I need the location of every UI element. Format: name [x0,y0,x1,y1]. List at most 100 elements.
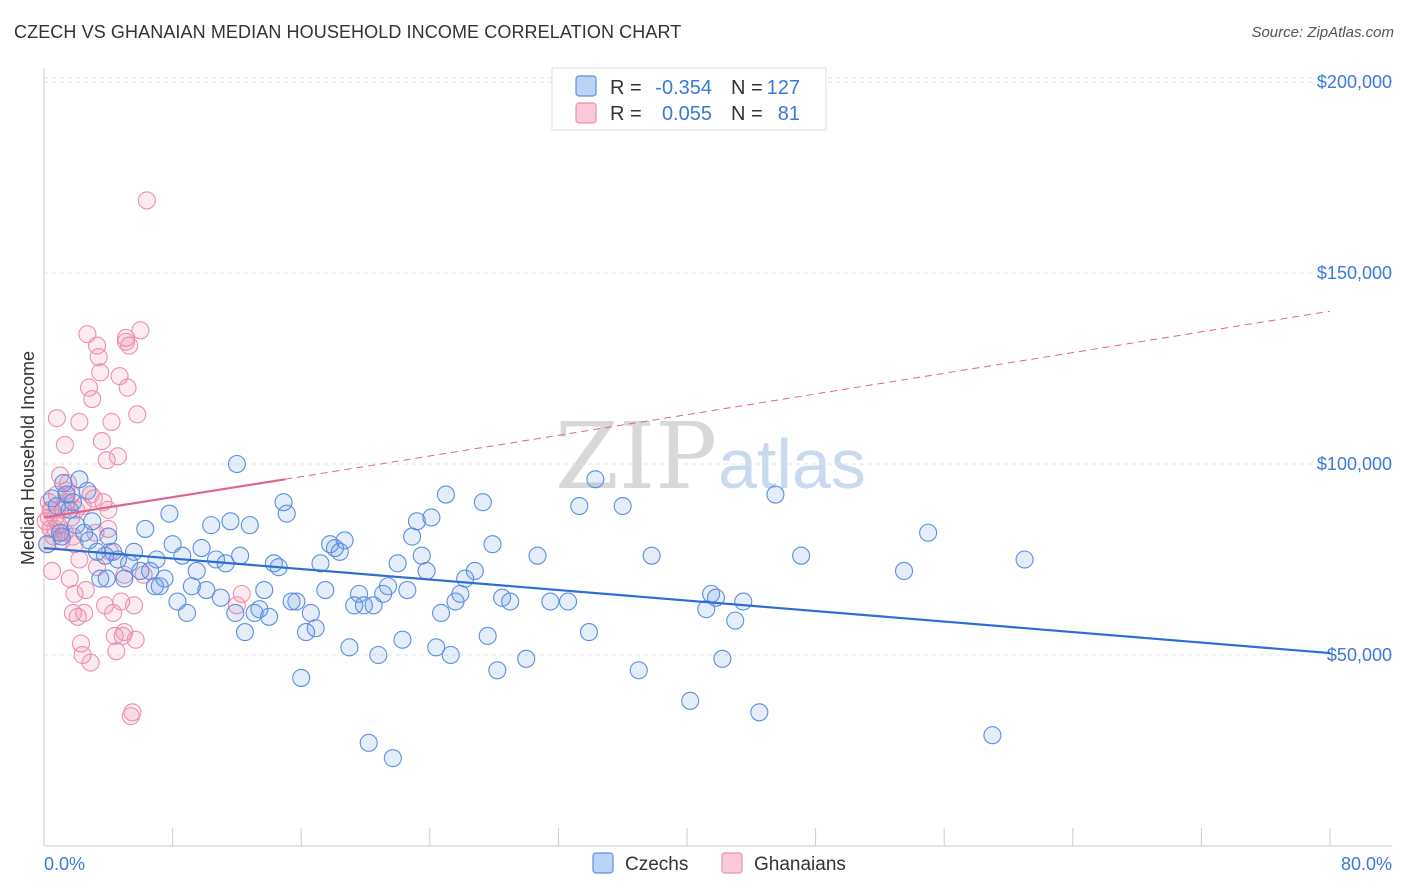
czechs-point [629,661,648,680]
czechs-point [221,512,240,531]
series-legend: Czechs Ghanaians [592,852,846,875]
czechs-point [1015,550,1034,569]
czechs-point [681,691,700,710]
czechs-point [63,493,82,512]
ghanaians-point [83,390,102,409]
legend-r-value-ghanaians: 0.055 [662,103,712,125]
czechs-point [202,516,221,535]
czechs-point [296,623,316,642]
legend-box [551,67,827,131]
czechs-point [187,561,206,581]
legend-r-label-czechs: R = [610,77,642,99]
ghanaians-point [70,412,89,432]
czechs-point [345,596,364,615]
czechs-point [240,516,259,535]
czechs-point [483,535,502,554]
czechs-point [211,588,230,607]
czechs-point [393,630,412,649]
czechs-point [417,561,436,581]
czechs-point [330,542,349,561]
ghanaians-point [227,596,246,615]
czechs-point [136,519,155,538]
ghanaians-point [76,581,95,600]
czechs-point [206,550,226,569]
czechs-point [97,569,116,588]
ghanaians-point [55,435,74,454]
czechs-point [316,581,335,600]
ghanaians-point [47,409,66,428]
chart-title: CZECH VS GHANAIAN MEDIAN HOUSEHOLD INCOM… [14,22,682,42]
series-legend-swatch-czechs [592,852,614,874]
czechs-point [766,485,785,504]
czechs-point [259,607,279,626]
czechs-point [155,569,174,588]
czechs-point [292,668,311,687]
y-tick-label-50k: $50,000 [1327,645,1392,665]
czechs-point [311,554,330,573]
legend-n-value-czechs: 127 [767,77,800,99]
czechs-point [579,623,598,642]
czechs-point [465,561,484,581]
czechs-point [398,581,417,600]
czechs-point [340,638,359,657]
czechs-point [350,584,369,603]
czechs-point [541,592,560,611]
czechs-point [277,504,296,523]
ghanaians-point [70,550,89,569]
trend-lines [43,310,1331,655]
czechs-point [750,703,769,722]
czechs-point [274,493,293,512]
y-tick-labels: $50,000 $100,000 $150,000 $200,000 [1317,72,1392,665]
watermark-zip: ZIP [555,403,717,510]
czechs-point [52,527,71,546]
czechs-points [38,454,1034,768]
czechs-point [354,596,373,615]
czechs-point [99,527,118,546]
x-tick-label-max: 80.0% [1341,854,1392,874]
czechs-point [147,550,166,569]
series-legend-swatch-ghanaians [721,852,743,874]
y-tick-label-100k: $100,000 [1317,454,1392,474]
ghanaians-point [116,332,136,351]
ghanaians-point [97,451,116,470]
czechs-point [178,603,197,623]
ghanaians-point [123,703,142,722]
ghanaians-point [71,634,91,653]
czechs-point [558,592,578,611]
czechs-point [57,485,76,504]
ghanaians-point [99,519,118,538]
czechs-point [403,527,422,546]
ghanaians-point [91,363,110,382]
y-tick-label-150k: $150,000 [1317,263,1392,283]
czechs-point [792,546,811,565]
legend-swatch-ghanaians [575,102,597,124]
ghanaians-point [128,405,147,424]
czechs-point [734,592,753,611]
ghanaians-point [99,500,118,519]
ghanaians-point [107,642,126,661]
czechs-point [369,645,388,665]
czechs-point [432,603,451,623]
legend-r-value-czechs: -0.354 [655,77,712,99]
correlation-legend: R = -0.354 N = 127 R = 0.055 N = 81 [551,67,827,131]
czechs-point [586,470,605,489]
ghanaians-point [42,561,62,581]
y-tick-label-200k: $200,000 [1317,72,1392,92]
czechs-point [197,581,216,600]
czechs-point [306,619,325,638]
gridlines [44,77,1392,656]
czechs-point [713,649,732,668]
czechs-point [427,638,446,657]
czechs-point [528,546,547,565]
czechs-point [473,493,492,512]
czechs-point [301,603,320,623]
czechs-point [226,603,245,623]
ghanaians-point [79,378,99,397]
czechs-point [287,592,306,611]
legend-n-label-ghanaians: N = [731,103,763,125]
ghanaians-point [60,569,79,588]
y-axis-title: Median Household Income [18,351,38,565]
legend-n-label-czechs: N = [731,77,763,99]
czechs-point [642,546,661,565]
